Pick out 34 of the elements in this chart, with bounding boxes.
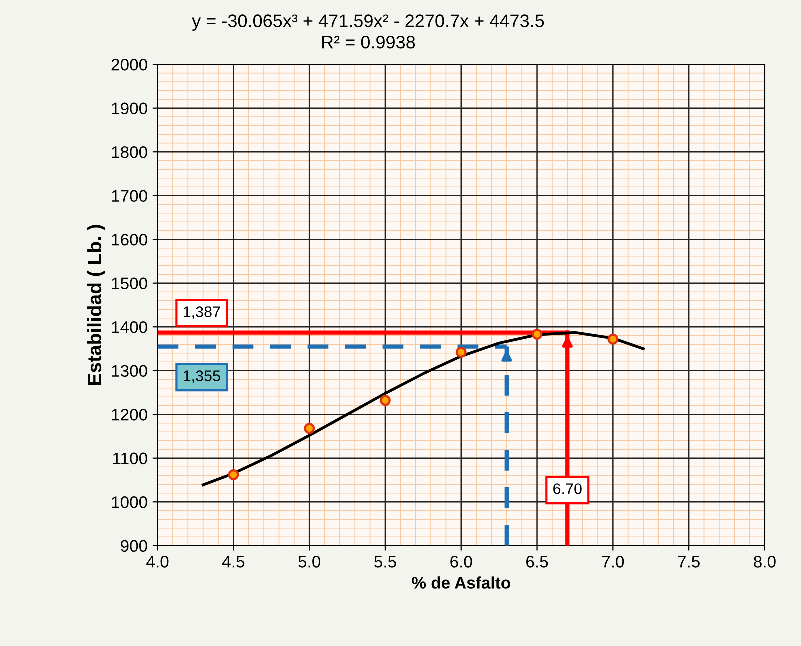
y-tick-label: 1900 (112, 102, 148, 115)
x-tick-label: 4.5 (222, 556, 245, 568)
x-tick-label: 6.5 (526, 556, 548, 568)
text: y = -30.065x³ + 471.59x² - 2270.7x + 4473.5 (192, 14, 544, 32)
y-tick-label: 1100 (114, 452, 148, 465)
point (532, 329, 543, 340)
y-tick-label: 2000 (112, 59, 148, 71)
y-tick-label: 1500 (112, 278, 148, 290)
x-tick-label: 5.5 (374, 556, 396, 568)
y-tick-label: 1300 (112, 365, 148, 378)
point (608, 334, 619, 345)
y-tick-label: 1400 (112, 322, 148, 334)
y-tick-label: 1000 (112, 496, 148, 508)
x-tick-label: 8.0 (754, 556, 776, 568)
y-tick-label: 900 (121, 540, 148, 552)
ref-line-label: 6.70 (554, 484, 582, 494)
x-axis-title: % de Asfalto (412, 576, 510, 589)
y-tick-label: 1700 (112, 190, 148, 202)
ref-line-label: 1,355 (184, 370, 220, 384)
y-tick-label: 1800 (112, 146, 148, 158)
x-tick-label: 7.5 (678, 556, 700, 568)
point (380, 395, 391, 406)
x-tick-label: 7.0 (602, 556, 624, 568)
x-tick-label: 4.0 (146, 556, 169, 568)
x-tick-label: 5.0 (298, 556, 321, 568)
point (228, 470, 240, 480)
y-tick-label: 1200 (112, 409, 148, 421)
y-tick-label: 1600 (112, 234, 148, 246)
ref-line-label: 1,387 (184, 306, 220, 320)
point (304, 423, 316, 434)
y-axis-title: Estabilidad ( Lb. ) (87, 225, 106, 385)
x-tick-label: 6.0 (450, 556, 472, 568)
point (456, 347, 467, 358)
text: R² = 0.9938 (322, 36, 416, 49)
